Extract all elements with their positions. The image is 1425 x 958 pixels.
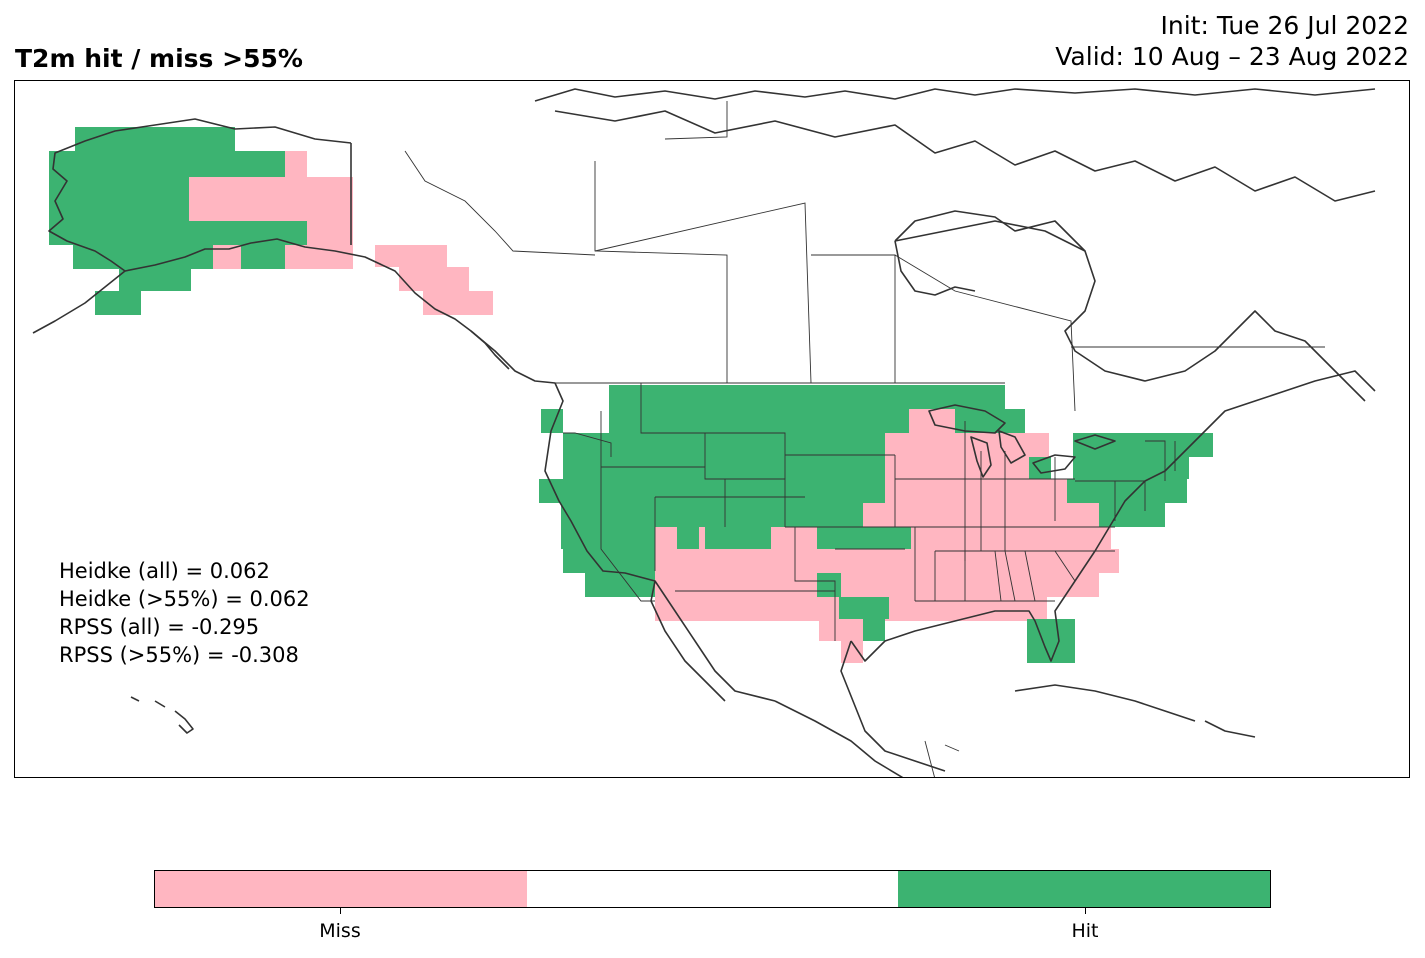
colorbar-neutral (526, 871, 899, 907)
hit-tick (1085, 908, 1086, 914)
conus-grid (539, 385, 1213, 663)
map-canvas (32, 88, 1376, 777)
alaska-grid (49, 127, 353, 315)
map-panel: Heidke (all) = 0.062 Heidke (>55%) = 0.0… (14, 80, 1410, 778)
colorbar (154, 870, 1271, 908)
init-date: Init: Tue 26 Jul 2022 (1160, 11, 1409, 40)
map-title: T2m hit / miss >55% (15, 44, 303, 73)
hit-label: Hit (1071, 920, 1099, 942)
coastlines (32, 88, 1376, 777)
scores-box: Heidke (all) = 0.062 Heidke (>55%) = 0.0… (59, 557, 310, 669)
state-borders (404, 101, 1325, 777)
valid-range: Valid: 10 Aug – 23 Aug 2022 (1055, 42, 1409, 71)
rpss-55: RPSS (>55%) = -0.308 (59, 643, 299, 667)
heidke-55: Heidke (>55%) = 0.062 (59, 587, 310, 611)
panhandle-grid (375, 245, 493, 315)
rpss-all: RPSS (all) = -0.295 (59, 615, 260, 639)
date-info: Init: Tue 26 Jul 2022 Valid: 10 Aug – 23… (1055, 10, 1409, 72)
colorbar-miss (155, 871, 527, 907)
colorbar-hit (898, 871, 1271, 907)
miss-tick (340, 908, 341, 914)
heidke-all: Heidke (all) = 0.062 (59, 559, 270, 583)
miss-label: Miss (319, 920, 361, 942)
